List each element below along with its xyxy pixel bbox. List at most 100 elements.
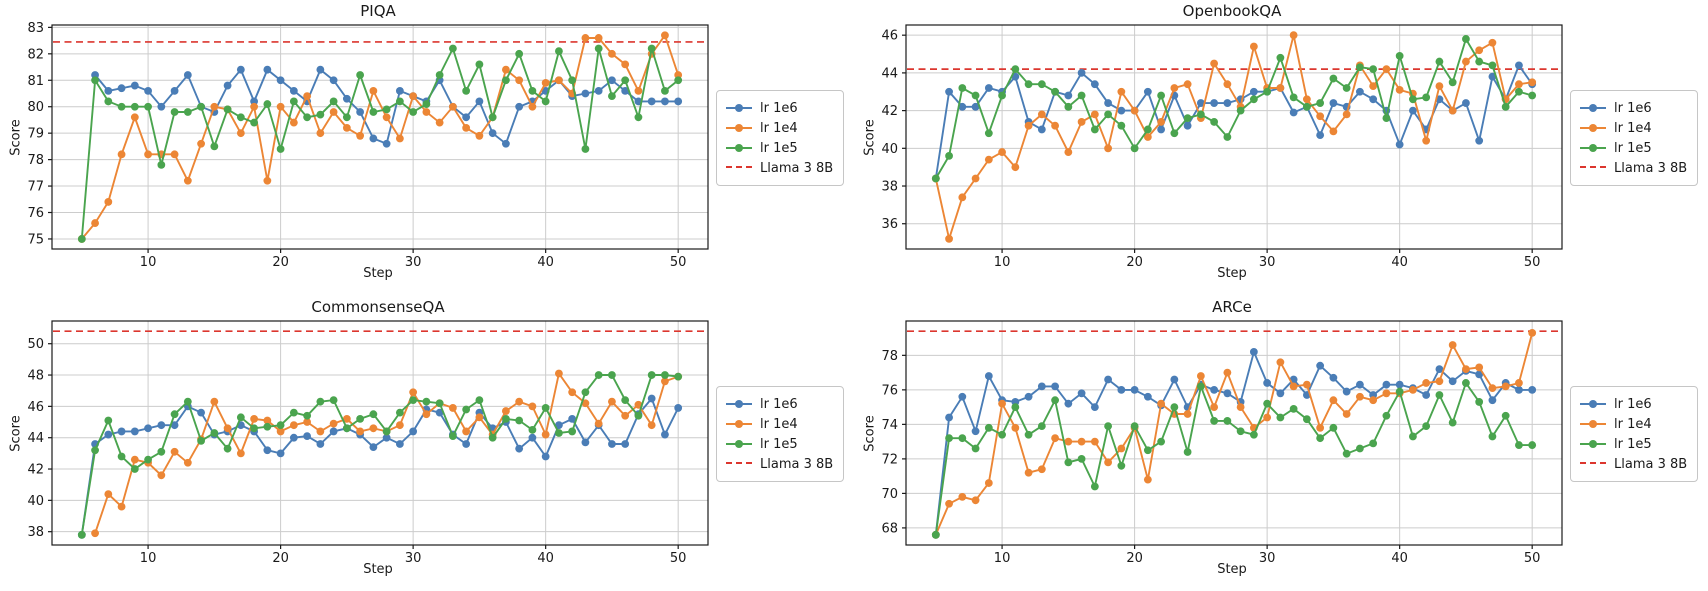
svg-text:20: 20 <box>1126 255 1143 270</box>
line-marker-icon <box>726 419 752 429</box>
svg-text:40: 40 <box>537 551 554 566</box>
line-marker-icon <box>726 103 752 113</box>
chart-commonsenseqa: 10 20 30 40 50 38 40 42 44 46 48 50 CommonsenseQA S… <box>0 296 854 591</box>
legend-item: Llama 3 8B <box>726 158 833 178</box>
line-marker-icon <box>1580 103 1606 113</box>
svg-text:79: 79 <box>27 127 44 142</box>
legend-item: lr 1e6 <box>726 98 833 118</box>
svg-text:42: 42 <box>27 463 44 478</box>
legend-item: lr 1e4 <box>1580 118 1687 138</box>
line-marker-icon <box>726 123 752 133</box>
legend-item-label: Llama 3 8B <box>760 160 834 176</box>
chart-openbookqa: 10 20 30 40 50 36 38 40 42 44 46 OpenbookQA Score … <box>854 0 1708 295</box>
svg-text:40: 40 <box>881 142 898 157</box>
svg-text:50: 50 <box>670 255 687 270</box>
legend-item-label: lr 1e5 <box>1614 436 1652 452</box>
svg-text:70: 70 <box>881 487 898 502</box>
legend-item: lr 1e5 <box>1580 138 1687 158</box>
line-marker-icon <box>726 439 752 449</box>
piqa-plot-svg: 10 20 30 40 50 75 76 77 78 79 80 81 82 83 <box>27 21 709 270</box>
legend-item-label: Llama 3 8B <box>760 456 834 472</box>
svg-text:40: 40 <box>27 494 44 509</box>
legend-item: Llama 3 8B <box>726 454 833 474</box>
svg-text:50: 50 <box>1524 551 1541 566</box>
svg-text:30: 30 <box>405 551 422 566</box>
svg-text:20: 20 <box>272 255 289 270</box>
svg-text:10: 10 <box>140 551 157 566</box>
line-marker-icon <box>1580 439 1606 449</box>
svg-text:50: 50 <box>27 337 44 352</box>
svg-text:42: 42 <box>881 104 898 119</box>
svg-text:38: 38 <box>881 180 898 195</box>
chart-title: CommonsenseQA <box>311 298 445 316</box>
svg-text:81: 81 <box>27 74 44 89</box>
legend-item: lr 1e4 <box>726 118 833 138</box>
chart-arce: 10 20 30 40 50 68 70 72 74 76 78 ARCe Score Step l… <box>854 296 1708 591</box>
svg-text:10: 10 <box>994 551 1011 566</box>
svg-text:46: 46 <box>881 29 898 44</box>
legend-item: Llama 3 8B <box>1580 454 1687 474</box>
legend-item: lr 1e5 <box>726 434 833 454</box>
svg-text:72: 72 <box>881 452 898 467</box>
x-axis-label: Step <box>1217 266 1247 281</box>
legend-item-label: lr 1e4 <box>1614 120 1652 136</box>
svg-text:78: 78 <box>881 349 898 364</box>
svg-text:77: 77 <box>27 180 44 195</box>
svg-text:40: 40 <box>537 255 554 270</box>
legend: lr 1e6 lr 1e4 lr 1e5 Llama 3 8B <box>1570 90 1699 186</box>
svg-text:68: 68 <box>881 521 898 536</box>
svg-text:74: 74 <box>881 418 898 433</box>
arce-plot-svg: 10 20 30 40 50 68 70 72 74 76 78 <box>881 320 1563 566</box>
legend: lr 1e6 lr 1e4 lr 1e5 Llama 3 8B <box>716 90 845 186</box>
legend-item-label: lr 1e6 <box>1614 396 1652 412</box>
legend: lr 1e6 lr 1e4 lr 1e5 Llama 3 8B <box>716 386 845 482</box>
legend-item: lr 1e6 <box>726 394 833 414</box>
svg-text:75: 75 <box>27 232 44 247</box>
legend-item: Llama 3 8B <box>1580 158 1687 178</box>
legend-item: lr 1e6 <box>1580 394 1687 414</box>
svg-text:44: 44 <box>27 431 44 446</box>
line-marker-icon <box>726 143 752 153</box>
legend-item: lr 1e5 <box>726 138 833 158</box>
svg-text:78: 78 <box>27 153 44 168</box>
svg-text:76: 76 <box>27 206 44 221</box>
svg-text:10: 10 <box>140 255 157 270</box>
y-axis-label: Score <box>8 119 24 156</box>
legend-item-label: lr 1e5 <box>760 436 798 452</box>
dashed-line-icon <box>1580 459 1606 469</box>
legend-item-label: lr 1e6 <box>1614 100 1652 116</box>
svg-text:40: 40 <box>1391 255 1408 270</box>
legend-item: lr 1e5 <box>1580 434 1687 454</box>
svg-text:38: 38 <box>27 525 44 540</box>
svg-text:80: 80 <box>27 100 44 115</box>
svg-text:50: 50 <box>1524 255 1541 270</box>
chart-title: PIQA <box>360 2 396 20</box>
legend-item-label: lr 1e5 <box>1614 140 1652 156</box>
line-marker-icon <box>1580 419 1606 429</box>
x-axis-label: Step <box>363 266 393 281</box>
y-axis-label: Score <box>862 415 878 452</box>
dashed-line-icon <box>726 163 752 173</box>
legend-item-label: lr 1e6 <box>760 100 798 116</box>
legend-item: lr 1e4 <box>1580 414 1687 434</box>
svg-text:44: 44 <box>881 66 898 81</box>
svg-text:46: 46 <box>27 400 44 415</box>
x-axis-label: Step <box>1217 562 1247 577</box>
openbookqa-plot-svg: 10 20 30 40 50 36 38 40 42 44 46 <box>881 24 1563 270</box>
commonsenseqa-plot-svg: 10 20 30 40 50 38 40 42 44 46 48 50 <box>27 320 709 566</box>
svg-text:20: 20 <box>1126 551 1143 566</box>
svg-text:40: 40 <box>1391 551 1408 566</box>
line-marker-icon <box>1580 143 1606 153</box>
legend-item-label: lr 1e5 <box>760 140 798 156</box>
svg-text:83: 83 <box>27 21 44 36</box>
line-marker-icon <box>1580 399 1606 409</box>
legend-item-label: Llama 3 8B <box>1614 160 1688 176</box>
line-marker-icon <box>1580 123 1606 133</box>
chart-piqa: 10 20 30 40 50 75 76 77 78 79 80 81 82 83 PIQA Score … <box>0 0 854 295</box>
legend-item-label: lr 1e4 <box>760 416 798 432</box>
legend-item-label: lr 1e4 <box>760 120 798 136</box>
svg-text:10: 10 <box>994 255 1011 270</box>
line-marker-icon <box>726 399 752 409</box>
svg-text:76: 76 <box>881 383 898 398</box>
